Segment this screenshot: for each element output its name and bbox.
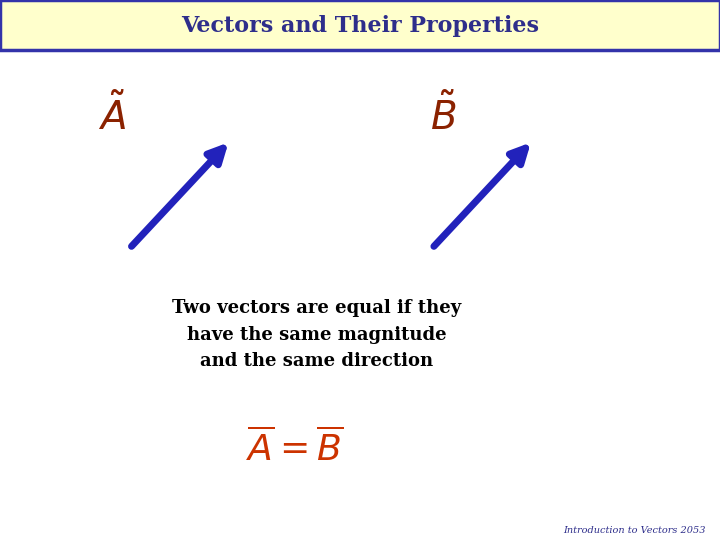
- Text: $\overline{A}=\overline{B}$: $\overline{A}=\overline{B}$: [246, 428, 344, 468]
- FancyBboxPatch shape: [0, 0, 720, 50]
- Text: $\tilde{B}$: $\tilde{B}$: [430, 94, 456, 138]
- Text: Vectors and Their Properties: Vectors and Their Properties: [181, 15, 539, 37]
- Text: Two vectors are equal if they
have the same magnitude
and the same direction: Two vectors are equal if they have the s…: [172, 299, 462, 370]
- Text: $\tilde{A}$: $\tilde{A}$: [98, 94, 125, 138]
- Text: Introduction to Vectors 2053: Introduction to Vectors 2053: [563, 525, 706, 535]
